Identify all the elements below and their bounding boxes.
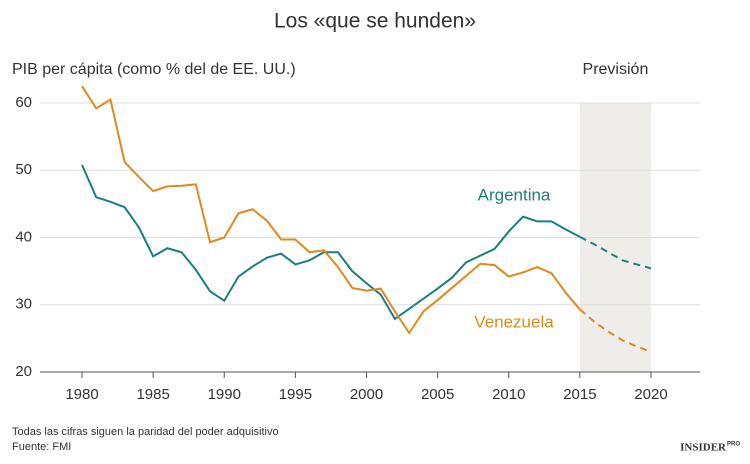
y-tick-label: 60 — [15, 94, 32, 111]
series-line — [81, 164, 581, 321]
y-axis-label: PIB per cápita (como % del de EE. UU.) — [12, 61, 296, 78]
y-tick-label: 30 — [15, 296, 32, 313]
forecast-label: Previsión — [583, 61, 649, 78]
logo-sup: PRO — [727, 442, 740, 448]
x-tick-label: 1980 — [65, 386, 98, 403]
x-tick-label: 2000 — [350, 386, 383, 403]
forecast-line — [579, 308, 652, 353]
x-tick-label: 2005 — [421, 386, 454, 403]
source: Fuente: FMI — [12, 441, 71, 453]
y-tick-label: 40 — [15, 228, 32, 245]
note: Todas las cifras siguen la paridad del p… — [12, 426, 279, 438]
series-label: Venezuela — [474, 312, 554, 331]
y-tick-label: 20 — [15, 363, 32, 380]
y-tick-label: 50 — [15, 161, 32, 178]
x-tick-label: 1990 — [208, 386, 241, 403]
series-label: Argentina — [478, 185, 551, 204]
series-line — [81, 85, 581, 335]
logo: INSIDER — [680, 442, 727, 454]
x-tick-label: 2020 — [634, 386, 667, 403]
chart-title: Los «que se hunden» — [274, 10, 476, 33]
x-tick-label: 1995 — [279, 386, 312, 403]
forecast-line — [579, 235, 652, 270]
x-tick-label: 2015 — [563, 386, 596, 403]
x-tick-label: 2010 — [492, 386, 525, 403]
x-tick-label: 1985 — [136, 386, 169, 403]
